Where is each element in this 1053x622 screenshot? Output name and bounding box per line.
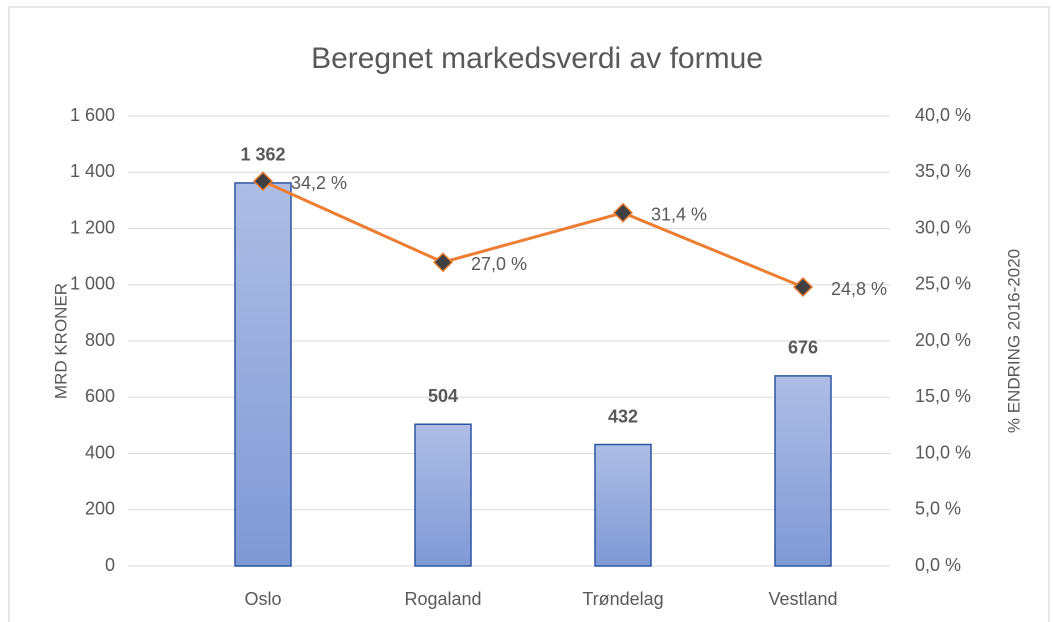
x-tick-label: Vestland [768, 589, 837, 609]
y2-tick-label: 30,0 % [915, 217, 971, 237]
bar [774, 375, 832, 567]
y-tick-label: 200 [85, 499, 115, 519]
data-label: 24,8 % [831, 279, 887, 299]
y2-tick-label: 25,0 % [915, 274, 971, 294]
y2-tick-label: 40,0 % [915, 105, 971, 125]
bar [414, 423, 472, 567]
chart-title: Beregnet markedsverdi av formue [311, 42, 763, 75]
y-tick-label: 0 [105, 555, 115, 575]
y2-axis-label: % ENDRING 2016-2020 [1004, 249, 1023, 433]
marker [432, 252, 454, 273]
y2-tick-label: 15,0 % [915, 386, 971, 406]
y-tick-label: 1 000 [70, 274, 115, 294]
marker [792, 276, 814, 298]
x-tick-label: Rogaland [404, 589, 481, 609]
marker [252, 171, 274, 192]
x-tick-label: Trøndelag [582, 589, 663, 609]
y2-tick-label: 35,0 % [915, 161, 971, 181]
data-label: 504 [428, 386, 458, 406]
y-tick-label: 1 200 [70, 217, 115, 237]
y2-tick-label: 5,0 % [915, 499, 961, 519]
data-label: 34,2 % [291, 173, 347, 193]
y-tick-label: 600 [85, 386, 115, 406]
data-label: 1 362 [240, 145, 285, 165]
y-axis-label: MRD KRONER [51, 283, 70, 399]
y2-tick-label: 0,0 % [915, 555, 961, 575]
y2-tick-label: 20,0 % [915, 330, 971, 350]
y-tick-label: 800 [85, 330, 115, 350]
y-tick-label: 400 [85, 442, 115, 462]
y-tick-label: 1 400 [70, 161, 115, 181]
bar [594, 443, 652, 567]
line [262, 179, 804, 289]
data-label: 676 [788, 338, 818, 358]
data-label: 31,4 % [651, 205, 707, 225]
marker [612, 202, 634, 223]
bar [234, 182, 292, 567]
chart-frame [8, 6, 1050, 622]
data-label: 27,0 % [471, 254, 527, 274]
data-label: 432 [608, 406, 638, 426]
x-tick-label: Oslo [244, 589, 281, 609]
y2-tick-label: 10,0 % [915, 442, 971, 462]
y-tick-label: 1 600 [70, 105, 115, 125]
